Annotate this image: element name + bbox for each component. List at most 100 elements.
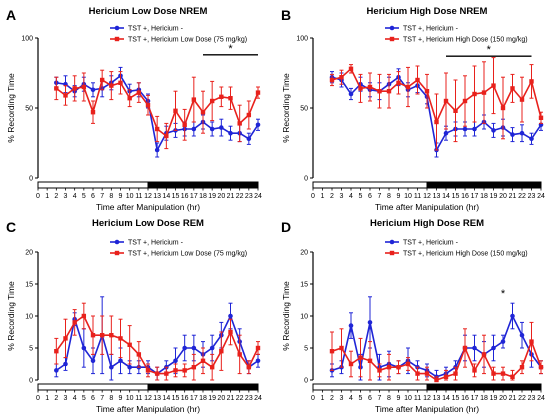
data-point [191,365,197,370]
x-tick-label: 15 [172,395,180,402]
x-tick-label: 4 [349,193,353,200]
data-point [500,371,506,376]
data-point [367,320,373,325]
data-point [443,98,449,104]
data-point [510,313,515,319]
data-point [500,105,506,111]
x-tick-label: 4 [73,395,77,402]
y-tick-label: 100 [296,36,308,43]
x-tick-label: 1 [45,193,49,200]
significance-star: * [501,288,506,300]
x-tick-label: 0 [311,193,315,200]
legend-marker [114,250,120,256]
data-point [219,349,224,354]
x-tick-label: 13 [153,193,161,200]
x-tick-label: 14 [442,193,450,200]
data-point [209,126,215,132]
panel-letter: B [281,7,291,23]
x-axis-label: Time after Manipulation (hr) [96,404,200,414]
data-point [228,130,233,136]
data-point [173,368,178,373]
x-tick-label: 21 [509,193,517,200]
x-axis-label: Time after Manipulation (hr) [375,202,479,212]
data-point [386,89,392,94]
data-point [219,125,224,130]
x-tick-label: 8 [387,193,391,200]
series-line [55,313,259,375]
data-point [510,86,515,91]
x-tick-label: 9 [397,193,401,200]
data-point [109,83,114,88]
data-point [453,108,458,113]
x-tick-label: 5 [82,395,86,402]
data-point [510,132,515,137]
x-tick-label: 3 [340,193,344,200]
legend-label: TST +, Hericium - [403,26,459,33]
x-tick-label: 21 [509,395,517,402]
data-point [358,355,363,360]
x-tick-label: 13 [433,395,441,402]
x-tick-label: 19 [490,193,498,200]
data-point [191,345,197,351]
legend-label: TST +, Hericium - [128,240,184,247]
data-point [405,84,411,90]
data-point [462,98,468,104]
data-point [491,345,496,351]
data-point [54,349,59,354]
data-point [538,365,544,370]
data-point [255,358,261,364]
data-point [127,364,132,370]
data-point [348,91,354,97]
x-tick-label: 10 [126,395,134,402]
data-point [81,345,87,351]
y-tick-label: 5 [304,346,308,353]
legend-marker [389,25,395,31]
y-axis-label: % Recording Time [6,73,16,143]
data-point [434,119,439,125]
data-point [118,358,123,364]
data-point [228,96,233,101]
x-tick-label: 5 [359,395,363,402]
data-point [173,358,178,364]
dark-phase-bar [426,181,542,189]
x-tick-label: 12 [144,395,152,402]
data-point [118,80,123,85]
x-axis-label: Time after Manipulation (hr) [375,404,479,414]
data-point [529,79,534,84]
x-tick-label: 20 [499,395,507,402]
data-point [538,115,544,120]
data-point [443,374,449,379]
data-point [182,122,187,127]
x-tick-label: 18 [199,193,207,200]
y-tick-label: 5 [29,346,33,353]
x-tick-label: 18 [199,395,207,402]
data-point [386,365,392,370]
legend-label: TST +, Hericium High Dose (150 mg/kg) [403,251,528,258]
data-point [118,336,123,341]
data-point [81,84,87,90]
data-point [405,361,411,367]
data-point [255,122,261,128]
data-point [491,128,496,133]
data-point [209,98,215,104]
data-point [348,323,354,328]
data-point [54,86,59,91]
data-point [415,371,420,376]
data-point [424,89,430,94]
data-point [396,80,401,85]
data-point [443,130,449,136]
x-tick-label: 3 [340,395,344,402]
data-point [136,90,142,95]
data-point [72,86,77,91]
data-point [63,336,68,341]
legend-label: TST +, Hericium Low Dose (75 mg/kg) [128,251,247,258]
y-axis-label: % Recording Time [6,281,16,351]
legend-label: TST +, Hericium - [403,240,459,247]
y-tick-label: 0 [304,378,308,385]
y-axis-label: % Recording Time [281,73,291,143]
data-point [237,121,242,126]
